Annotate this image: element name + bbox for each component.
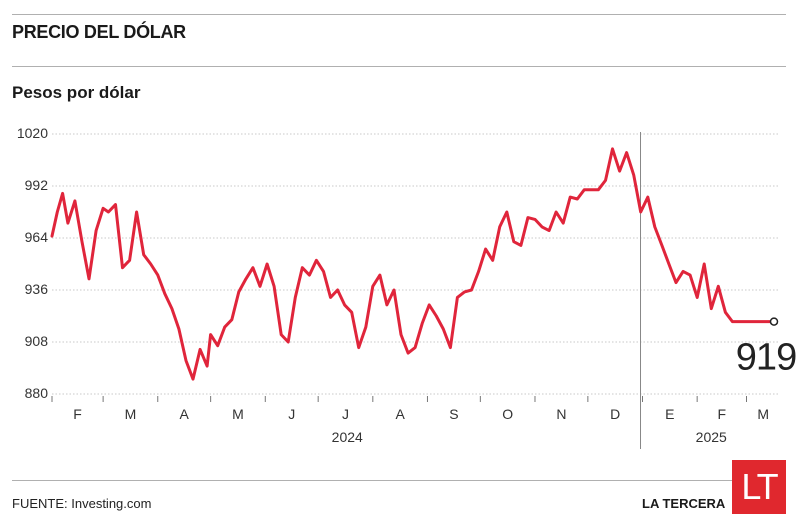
x-tick-label: N (556, 406, 566, 422)
y-tick-label: 908 (25, 333, 49, 349)
x-tick-label: M (757, 406, 769, 422)
y-tick-label: 992 (25, 177, 49, 193)
y-tick-label: 1020 (17, 125, 48, 141)
data-line (50, 147, 776, 381)
title-rule (12, 66, 786, 67)
grid-lines (52, 132, 780, 449)
source-label: FUENTE: (12, 496, 68, 511)
brand-name: LA TERCERA (642, 496, 726, 511)
series-line (50, 147, 776, 381)
source-value: Investing.com (71, 496, 152, 511)
y-axis-label: Pesos por dólar (12, 83, 141, 102)
last-value-dot (769, 317, 779, 326)
brand-logo: LT (732, 460, 786, 514)
y-tick-label: 964 (25, 229, 49, 245)
source-note: FUENTE: Investing.com (12, 496, 151, 511)
x-tick-label: J (288, 406, 295, 422)
x-tick-label: M (125, 406, 137, 422)
x-tick-labels: F M A M J J A S O N D E F M 2024 2025 (51, 396, 769, 445)
x-tick-label: F (718, 406, 727, 422)
last-value-label: 919 (736, 337, 796, 379)
y-tick-label: 880 (25, 385, 49, 401)
chart-title: PRECIO DEL DÓLAR (12, 22, 186, 42)
x-tick-label: M (232, 406, 244, 422)
top-rule (12, 14, 786, 15)
y-tick-labels: 1020 992 964 936 908 880 (17, 125, 48, 401)
year-label: 2024 (332, 429, 363, 445)
y-tick-label: 936 (25, 281, 49, 297)
x-tick-label: F (73, 406, 82, 422)
x-tick-label: O (502, 406, 513, 422)
x-tick-label: J (342, 406, 349, 422)
x-tick-label: E (665, 406, 674, 422)
last-value-marker: 919 (736, 317, 797, 379)
bottom-rule (12, 480, 786, 481)
x-tick-label: A (180, 406, 190, 422)
year-label: 2025 (696, 429, 727, 445)
x-tick-label: S (449, 406, 458, 422)
x-tick-label: A (395, 406, 405, 422)
x-tick-label: D (610, 406, 620, 422)
